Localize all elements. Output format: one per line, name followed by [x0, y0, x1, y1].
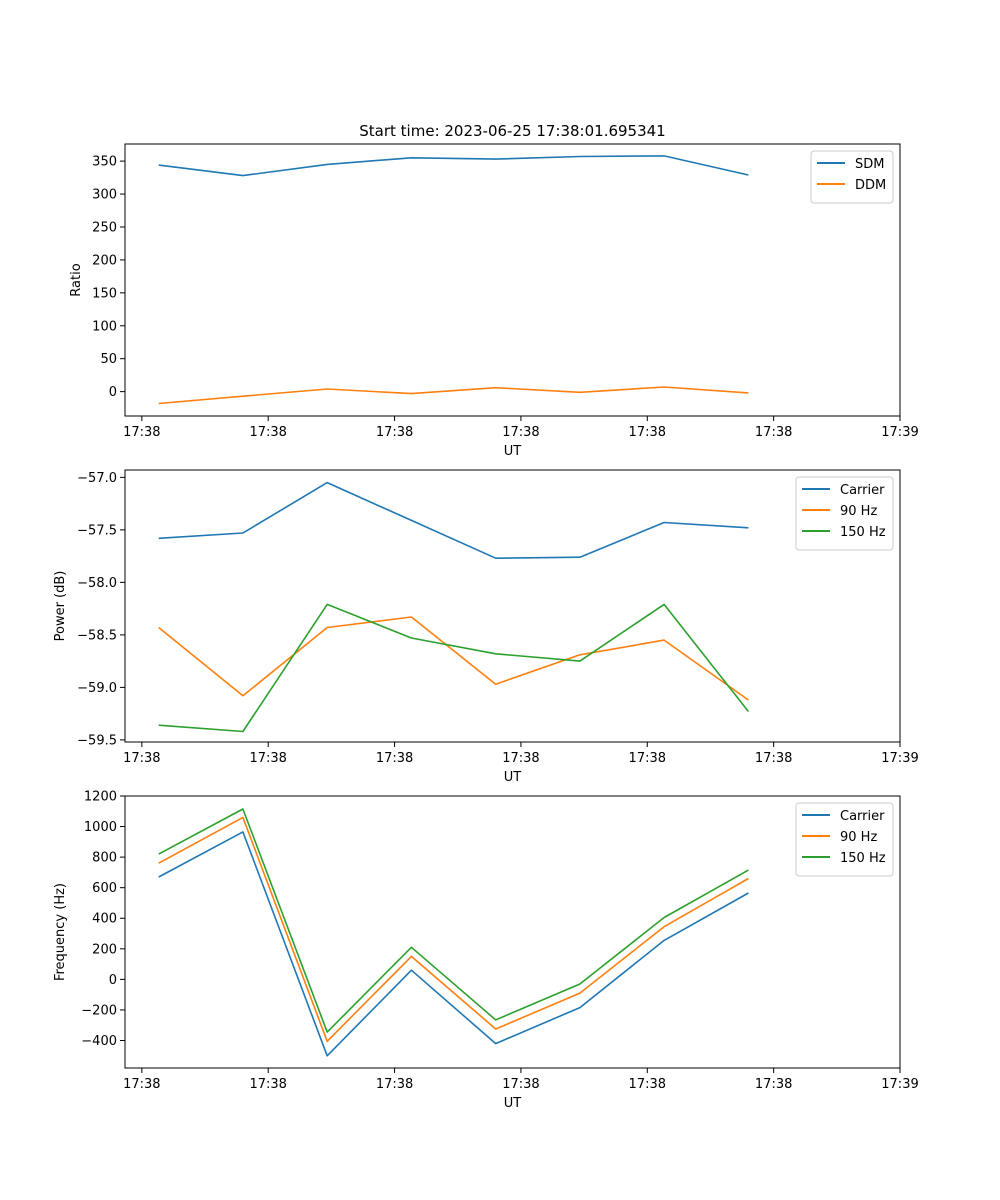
legend-entry: Carrier	[840, 483, 885, 498]
y-tick-label: 0	[109, 973, 117, 988]
y-tick-label: 0	[109, 385, 117, 400]
x-tick-label: 17:38	[123, 425, 160, 440]
y-tick-label: 100	[92, 319, 117, 334]
y-tick-label: −57.0	[77, 471, 117, 486]
chart-panel-2: 17:38 17:38 17:38 17:38 17:38 17:38 17:39 −59.5…	[53, 469, 919, 785]
legend-entry: DDM	[855, 178, 886, 193]
legend: Carrier 90 Hz 150 Hz	[795, 802, 894, 877]
series-line-90-hz	[158, 816, 749, 1043]
x-tick-label: 17:38	[755, 751, 792, 766]
y-tick-label: 600	[92, 881, 117, 896]
x-tick-label: 17:38	[376, 751, 413, 766]
plot-frame	[124, 795, 901, 1069]
y-tick-label: −58.0	[77, 576, 117, 591]
chart-panel-3: 17:38 17:38 17:38 17:38 17:38 17:38 17:39 −400 −…	[53, 790, 919, 1112]
legend-entry: 150 Hz	[840, 851, 886, 866]
x-tick-label: 17:38	[376, 1077, 413, 1092]
x-tick-label: 17:38	[249, 751, 286, 766]
y-axis-label: Frequency (Hz)	[53, 883, 68, 981]
y-tick-label: −58.5	[77, 628, 117, 643]
legend-entry: SDM	[855, 157, 884, 172]
legend-entry: 150 Hz	[840, 525, 886, 540]
x-tick-label: 17:38	[123, 1077, 160, 1092]
series-line-150-hz	[158, 808, 749, 1033]
y-tick-label: 150	[92, 286, 117, 301]
series-line-carrier	[158, 831, 749, 1057]
x-tick-label: 17:38	[376, 425, 413, 440]
y-axis-label: Power (dB)	[53, 571, 68, 642]
series-line-150-hz	[158, 603, 750, 733]
legend: Carrier 90 Hz 150 Hz	[795, 476, 894, 551]
x-tick-label: 17:38	[502, 751, 539, 766]
y-tick-label: 800	[92, 851, 117, 866]
chart-panel-1: Start time: 2023-06-25 17:38:01.695341 17…	[69, 122, 919, 459]
x-tick-label: 17:38	[629, 1077, 666, 1092]
x-tick-label: 17:38	[502, 1077, 539, 1092]
x-tick-label: 17:38	[755, 1077, 792, 1092]
y-tick-label: −59.5	[77, 733, 117, 748]
y-axis-label: Ratio	[69, 263, 84, 296]
y-tick-label: 300	[92, 188, 117, 203]
series-line-sdm	[158, 155, 749, 177]
x-axis-label: UT	[504, 444, 522, 459]
y-tick-label: 200	[92, 253, 117, 268]
x-tick-label: 17:39	[881, 425, 918, 440]
x-tick-label: 17:39	[881, 1077, 918, 1092]
x-tick-label: 17:39	[881, 751, 918, 766]
x-tick-label: 17:38	[755, 425, 792, 440]
y-tick-label: −200	[81, 1003, 117, 1018]
y-tick-label: 400	[92, 912, 117, 927]
series-line-ddm	[158, 386, 749, 405]
legend-entry: 90 Hz	[840, 504, 877, 519]
x-axis-label: UT	[504, 770, 522, 785]
x-tick-label: 17:38	[249, 425, 286, 440]
x-axis-label: UT	[504, 1096, 522, 1111]
x-tick-label: 17:38	[123, 751, 160, 766]
legend-entry: 90 Hz	[840, 830, 877, 845]
x-tick-label: 17:38	[629, 425, 666, 440]
legend: SDM DDM	[810, 150, 894, 204]
y-tick-label: 1200	[84, 790, 117, 805]
series-line-90-hz	[158, 616, 749, 701]
y-tick-label: 50	[100, 352, 117, 367]
x-tick-label: 17:38	[629, 751, 666, 766]
y-tick-label: 250	[92, 220, 117, 235]
y-tick-label: −57.5	[77, 523, 117, 538]
plot-frame	[124, 469, 901, 743]
x-tick-label: 17:38	[502, 425, 539, 440]
y-tick-label: −59.0	[77, 681, 117, 696]
y-tick-label: 1000	[84, 820, 117, 835]
y-tick-label: 200	[92, 942, 117, 957]
legend-entry: Carrier	[840, 809, 885, 824]
series-line-carrier	[158, 481, 749, 560]
chart-title: Start time: 2023-06-25 17:38:01.695341	[359, 122, 665, 140]
plot-frame	[124, 143, 901, 417]
x-tick-label: 17:38	[249, 1077, 286, 1092]
y-tick-label: −400	[81, 1034, 117, 1049]
y-tick-label: 350	[92, 155, 117, 170]
